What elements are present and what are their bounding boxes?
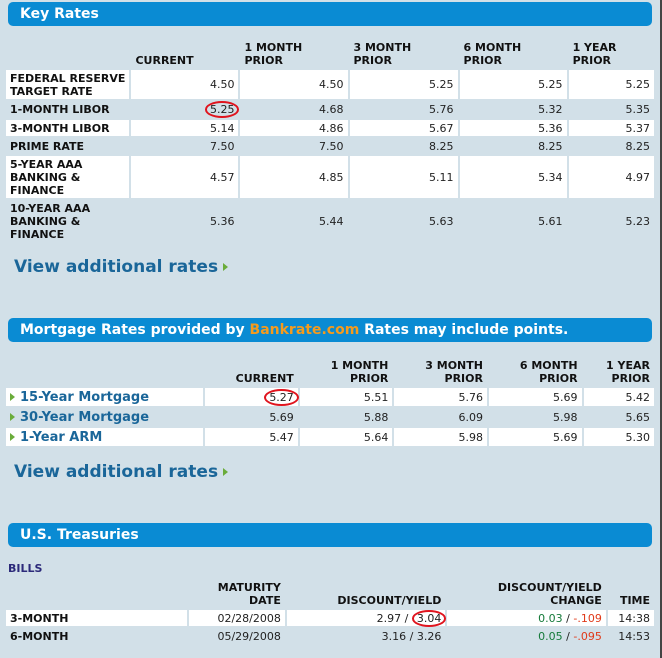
arrow-right-icon [10,393,15,401]
key-rates-title: Key Rates [20,6,99,22]
table-row: 5-YEAR AAA BANKING & FINANCE 4.57 4.85 5… [6,156,654,198]
row-label: PRIME RATE [6,138,130,154]
col-1-year-prior: 1 YEAR PRIOR [606,359,650,385]
highlight-circle: 5.25 [204,101,240,118]
col-1-year-prior: 1 YEAR PRIOR [572,41,617,67]
col-discount-yield-change: DISCOUNT/YIELD CHANGE [497,581,602,607]
table-row: 3-MONTH 02/28/2008 2.97 / 3.04 0.03 / -.… [6,609,654,627]
bankrate-link[interactable]: Bankrate.com [249,322,360,338]
bills-subtitle: BILLS [8,562,43,575]
col-3-month-prior: 3 MONTH PRIOR [353,41,412,67]
col-current: CURRENT [135,54,194,67]
table-row: 15-Year Mortgage 5.27 5.51 5.76 5.69 5.4… [6,388,654,406]
row-label: 5-YEAR AAA BANKING & FINANCE [6,156,130,198]
arrow-right-icon [10,413,15,421]
row-label: 10-YEAR AAA BANKING & FINANCE [6,200,130,242]
arrow-right-icon [223,468,229,476]
mortgage-rates-table: CURRENT 1 MONTH PRIOR 3 MONTH PRIOR 6 MONT… [4,354,656,448]
table-row: 10-YEAR AAA BANKING & FINANCE 5.36 5.44 … [6,200,654,242]
table-row: 1-MONTH LIBOR 5.25 4.68 5.76 5.32 5.35 [6,101,654,118]
mortgage-header-row: CURRENT 1 MONTH PRIOR 3 MONTH PRIOR 6 MONT… [6,356,654,386]
view-additional-rates-link[interactable]: View additional rates [14,257,229,277]
key-rates-table: CURRENT 1 MONTH PRIOR 3 MONTH PRIOR 6 MONT… [4,36,656,244]
mortgage-link-30-year[interactable]: 30-Year Mortgage [10,410,149,425]
window-border [660,0,662,658]
mortgage-rates-header: Mortgage Rates provided by Bankrate.com … [8,318,652,342]
col-discount-yield: DISCOUNT/YIELD [337,594,442,607]
col-6-month-prior: 6 MONTH PRIOR [519,359,578,385]
table-row: 30-Year Mortgage 5.69 5.88 6.09 5.98 5.6… [6,408,654,426]
highlight-circle: 5.27 [264,388,299,406]
table-row: PRIME RATE 7.50 7.50 8.25 8.25 8.25 [6,138,654,154]
col-1-month-prior: 1 MONTH PRIOR [244,41,303,67]
row-label: FEDERAL RESERVE TARGET RATE [6,70,130,99]
treasuries-table: MATURITY DATE DISCOUNT/YIELD DISCOUNT/YIE… [4,578,656,646]
table-row: 3-MONTH LIBOR 5.14 4.86 5.67 5.36 5.37 [6,120,654,136]
mortgage-link-1-year-arm[interactable]: 1-Year ARM [10,430,102,445]
table-row: 6-MONTH 05/29/2008 3.16 / 3.26 0.05 / -.… [6,628,654,644]
arrow-right-icon [10,433,15,441]
treasuries-header: U.S. Treasuries [8,523,652,547]
col-6-month-prior: 6 MONTH PRIOR [463,41,522,67]
row-label: 1-MONTH LIBOR [6,101,130,118]
row-label: 3-MONTH LIBOR [6,120,130,136]
table-row: 1-Year ARM 5.47 5.64 5.98 5.69 5.30 [6,428,654,446]
key-rates-header: Key Rates [8,2,652,26]
col-time: TIME [619,594,650,607]
highlight-circle: 3.04 [411,609,447,627]
col-maturity-date: MATURITY DATE [217,581,281,607]
col-1-month-prior: 1 MONTH PRIOR [330,359,389,385]
col-current: CURRENT [235,372,294,385]
col-3-month-prior: 3 MONTH PRIOR [425,359,483,385]
arrow-right-icon [223,263,229,271]
treasuries-header-row: MATURITY DATE DISCOUNT/YIELD DISCOUNT/YIE… [6,580,654,608]
table-row: FEDERAL RESERVE TARGET RATE 4.50 4.50 5.… [6,70,654,99]
mortgage-link-15-year[interactable]: 15-Year Mortgage [10,390,149,405]
key-rates-header-row: CURRENT 1 MONTH PRIOR 3 MONTH PRIOR 6 MONT… [6,38,654,68]
view-additional-mortgage-rates-link[interactable]: View additional rates [14,462,229,482]
